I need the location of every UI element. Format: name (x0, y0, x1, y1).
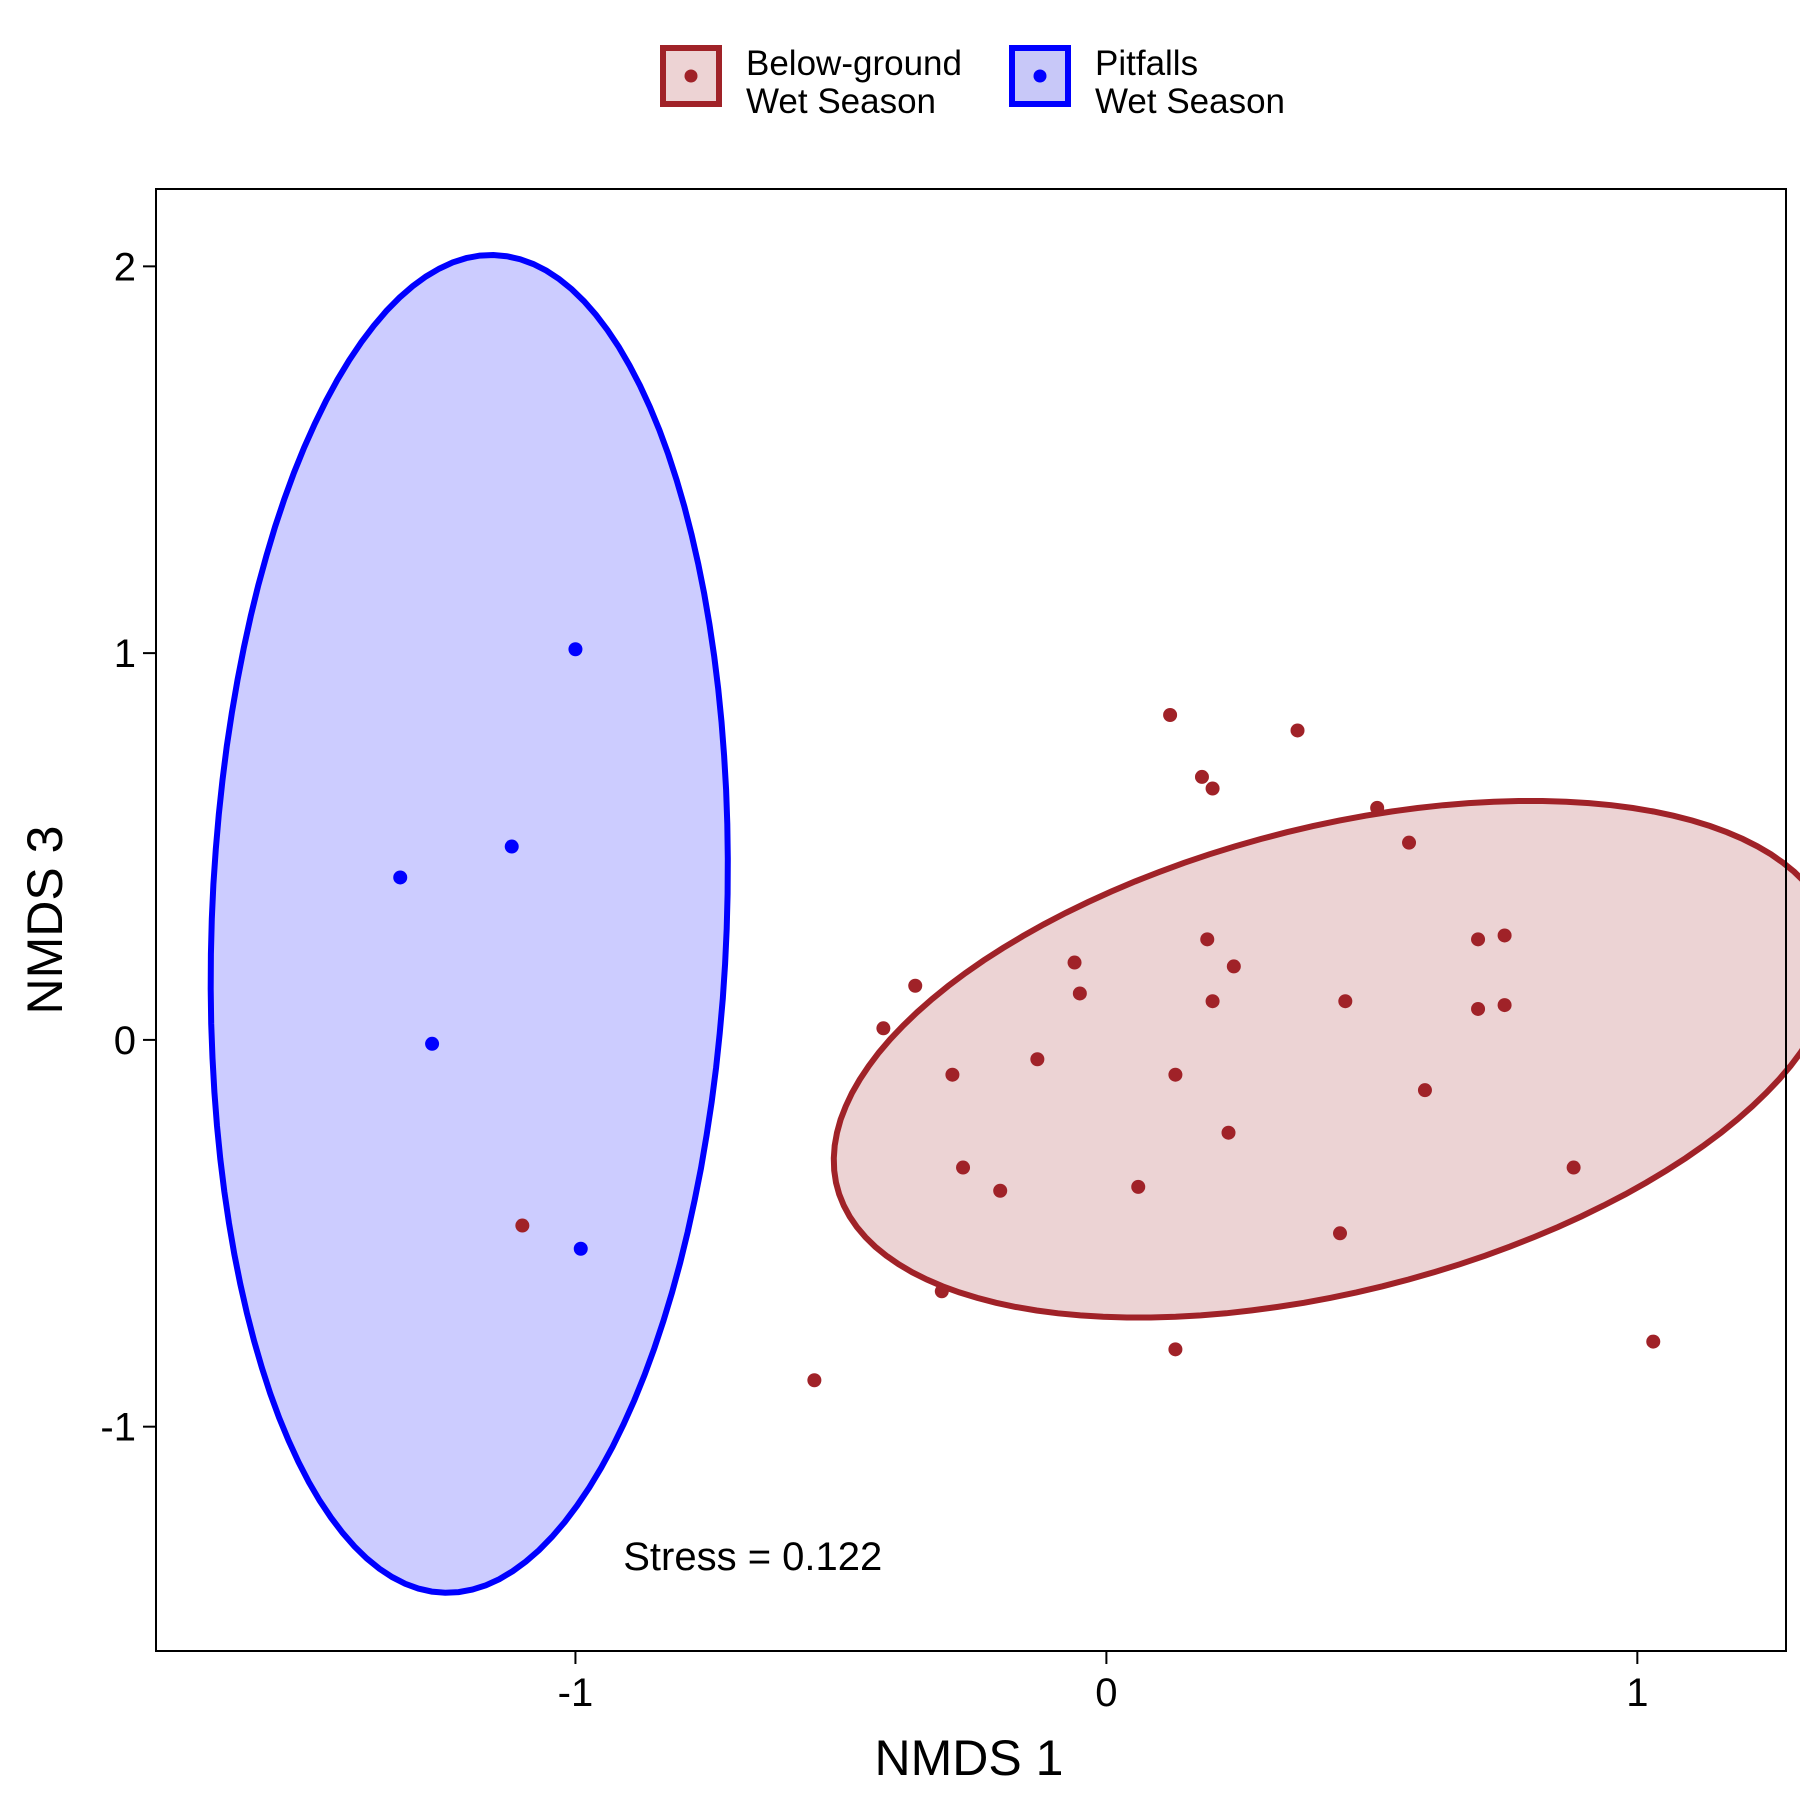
x-tick-label: 0 (1095, 1671, 1117, 1715)
legend-dot-below-ground (684, 69, 698, 83)
legend-label-line2: Wet Season (746, 82, 937, 121)
point-below-ground-wet-season (1205, 781, 1220, 796)
y-axis-title: NMDS 3 (17, 826, 73, 1015)
legend-key-pitfalls (1009, 45, 1071, 107)
point-pitfalls-wet-season (425, 1036, 440, 1051)
point-below-ground-wet-season (993, 1183, 1008, 1198)
point-below-ground-wet-season (1333, 1226, 1348, 1241)
point-below-ground-wet-season (1471, 932, 1486, 947)
x-axis-title: NMDS 1 (875, 1730, 1064, 1786)
x-tick-label: 1 (1626, 1671, 1648, 1715)
point-below-ground-wet-season (1226, 959, 1241, 974)
point-below-ground-wet-season (956, 1160, 971, 1175)
point-below-ground-wet-season (876, 1021, 891, 1036)
point-below-ground-wet-season (945, 1067, 960, 1082)
point-below-ground-wet-season (1646, 1334, 1661, 1349)
point-below-ground-wet-season (1402, 835, 1417, 850)
legend-label-line1: Below-ground (746, 44, 962, 83)
legend-label-pitfalls: Pitfalls Wet Season (1095, 45, 1285, 121)
legend-item-below-ground: Below-ground Wet Season (660, 45, 962, 121)
point-below-ground-wet-season (1168, 1067, 1183, 1082)
point-below-ground-wet-season (1168, 1342, 1183, 1357)
points-layer (393, 642, 1661, 1388)
point-below-ground-wet-season (1163, 708, 1178, 723)
point-below-ground-wet-season (807, 1373, 822, 1388)
legend-label-line1: Pitfalls (1095, 44, 1199, 83)
ellipses-layer (207, 251, 1800, 1596)
legend-label-line2: Wet Season (1095, 82, 1286, 121)
ellipse-below-ground-wet-season (830, 798, 1800, 1321)
point-below-ground-wet-season (1417, 1083, 1432, 1098)
point-pitfalls-wet-season (393, 870, 408, 885)
legend-label-below-ground: Below-ground Wet Season (746, 45, 962, 121)
point-pitfalls-wet-season (568, 642, 583, 657)
point-below-ground-wet-season (1030, 1052, 1045, 1067)
point-below-ground-wet-season (1194, 769, 1209, 784)
plot-panel-border (155, 188, 1787, 1652)
point-below-ground-wet-season (1072, 986, 1087, 1001)
point-below-ground-wet-season (1338, 994, 1353, 1009)
point-below-ground-wet-season (515, 1218, 530, 1233)
point-below-ground-wet-season (1067, 955, 1082, 970)
point-below-ground-wet-season (1131, 1179, 1146, 1194)
legend-dot-pitfalls (1033, 69, 1047, 83)
point-below-ground-wet-season (934, 1284, 949, 1299)
y-tick-label: 1 (114, 632, 136, 676)
legend: Below-ground Wet Season Pitfalls Wet Sea… (0, 0, 1800, 140)
y-tick-label: 2 (114, 245, 136, 289)
point-below-ground-wet-season (1221, 1125, 1236, 1140)
ellipse-pitfalls-wet-season (207, 251, 731, 1596)
point-below-ground-wet-season (1497, 998, 1512, 1013)
y-tick-label: 0 (114, 1019, 136, 1063)
stress-annotation: Stress = 0.122 (623, 1535, 882, 1579)
point-below-ground-wet-season (1290, 723, 1305, 738)
axes-layer: -1 0 1 -1 0 1 2 (100, 245, 1648, 1715)
y-tick-label: -1 (100, 1406, 136, 1450)
point-below-ground-wet-season (1205, 994, 1220, 1009)
point-below-ground-wet-season (1370, 800, 1385, 815)
point-below-ground-wet-season (1566, 1160, 1581, 1175)
x-tick-label: -1 (558, 1671, 594, 1715)
legend-key-below-ground (660, 45, 722, 107)
point-below-ground-wet-season (1471, 1001, 1486, 1016)
point-below-ground-wet-season (1497, 928, 1512, 943)
point-below-ground-wet-season (1200, 932, 1215, 947)
point-pitfalls-wet-season (573, 1241, 588, 1256)
legend-item-pitfalls: Pitfalls Wet Season (1009, 45, 1285, 121)
point-pitfalls-wet-season (504, 839, 519, 854)
point-below-ground-wet-season (908, 978, 923, 993)
